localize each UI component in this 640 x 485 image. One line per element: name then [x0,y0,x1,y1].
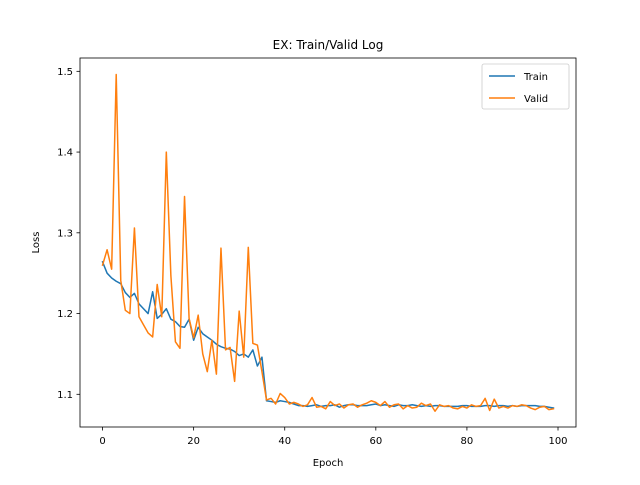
series-lines [101,73,555,412]
y-tick-label: 1.5 [57,67,73,78]
series-line-valid [101,73,555,412]
x-tick-label: 100 [548,436,567,447]
y-tick-label: 1.3 [57,228,73,239]
axes [79,57,577,428]
chart-title: EX: Train/Valid Log [273,38,384,52]
y-axis-label: Loss [31,232,42,254]
y-tick-label: 1.2 [57,309,73,320]
ticks: 0 20 40 60 80 100 1.1 1.2 1.3 1.4 1.5 [57,67,567,447]
legend: Train Valid [481,63,570,110]
legend-label-train: Train [523,72,548,83]
x-tick-label: 60 [369,436,382,447]
x-axis-label: Epoch [313,458,344,469]
axes-frame [79,57,577,428]
y-tick-label: 1.4 [57,148,73,159]
legend-label-valid: Valid [524,94,548,105]
x-tick-label: 40 [278,436,291,447]
x-tick-label: 0 [99,436,105,447]
x-tick-label: 20 [187,436,200,447]
y-tick-label: 1.1 [57,390,73,401]
x-tick-label: 80 [461,436,474,447]
